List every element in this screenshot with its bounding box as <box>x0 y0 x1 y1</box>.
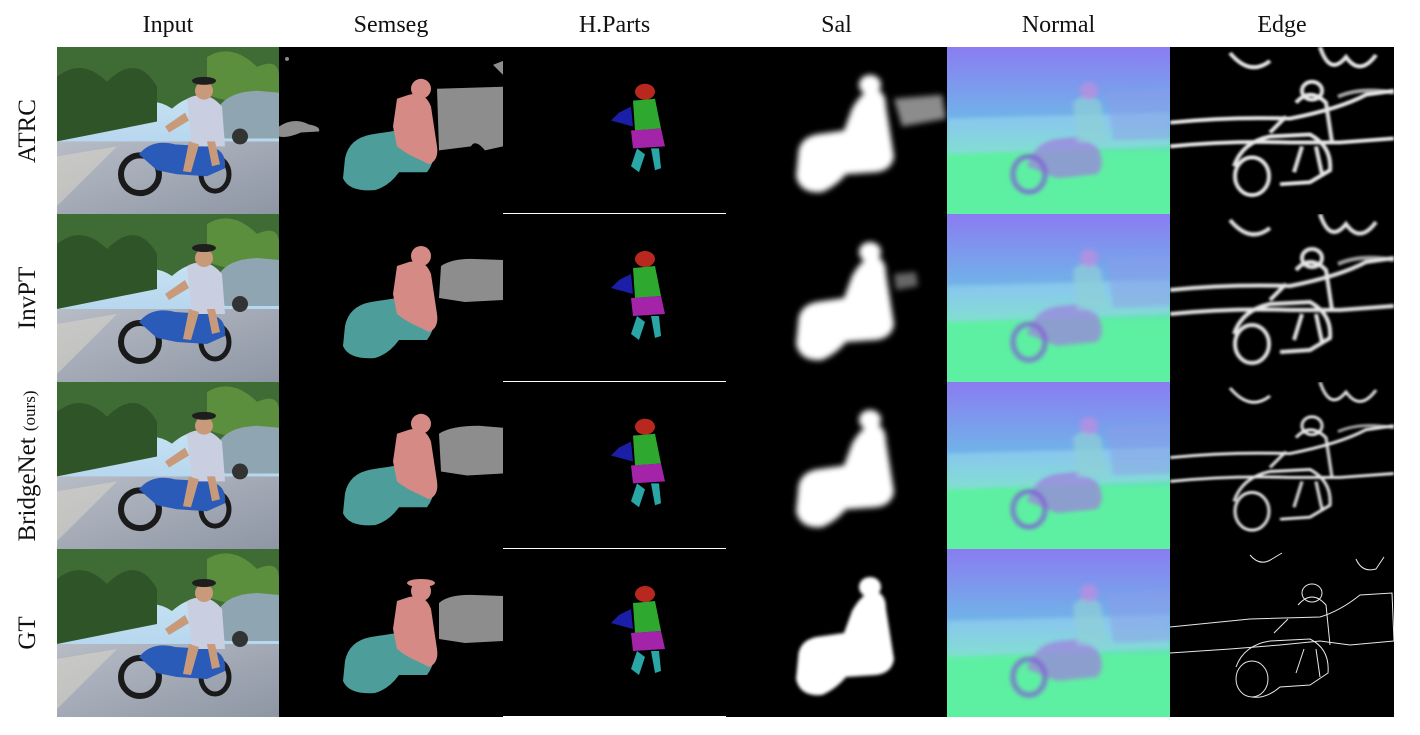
column-header-saliency: Sal <box>821 12 852 38</box>
panel-bridgenet-saliency <box>726 382 947 549</box>
panel-bridgenet-semseg <box>279 382 503 549</box>
panel-gt-normal <box>947 549 1170 717</box>
panel-gt-input <box>57 549 279 717</box>
column-header-edge: Edge <box>1257 12 1307 38</box>
panel-gt-human-parts <box>503 549 726 717</box>
panel-invpt-saliency <box>726 214 947 382</box>
panel-atrc-edge <box>1170 47 1394 214</box>
row-label-bridgenet: BridgeNet (ours) <box>14 390 41 541</box>
row-label-invpt: InvPT <box>14 266 41 330</box>
panel-atrc-input <box>57 47 279 214</box>
column-header-input: Input <box>142 12 194 38</box>
panel-atrc-saliency <box>726 47 947 214</box>
panel-bridgenet-edge <box>1170 382 1394 549</box>
panel-bridgenet-input <box>57 382 279 549</box>
panel-atrc-normal <box>947 47 1170 214</box>
panel-invpt-normal <box>947 214 1170 382</box>
panel-invpt-semseg <box>279 214 503 382</box>
panel-gt-semseg <box>279 549 503 717</box>
panel-invpt-edge <box>1170 214 1394 382</box>
panel-invpt-input <box>57 214 279 382</box>
panel-invpt-human-parts <box>503 214 726 382</box>
panel-atrc-human-parts <box>503 47 726 214</box>
panel-gt-saliency <box>726 549 947 717</box>
row-label-atrc: ATRC <box>14 98 41 163</box>
panel-bridgenet-normal <box>947 382 1170 549</box>
column-header-human-parts: H.Parts <box>578 12 651 38</box>
column-header-normal: Normal <box>1021 12 1096 38</box>
panel-gt-edge <box>1170 549 1394 717</box>
column-header-semseg: Semseg <box>353 12 429 38</box>
row-label-gt: GT <box>14 616 41 650</box>
panel-bridgenet-human-parts <box>503 382 726 549</box>
panel-atrc-semseg <box>279 47 503 214</box>
